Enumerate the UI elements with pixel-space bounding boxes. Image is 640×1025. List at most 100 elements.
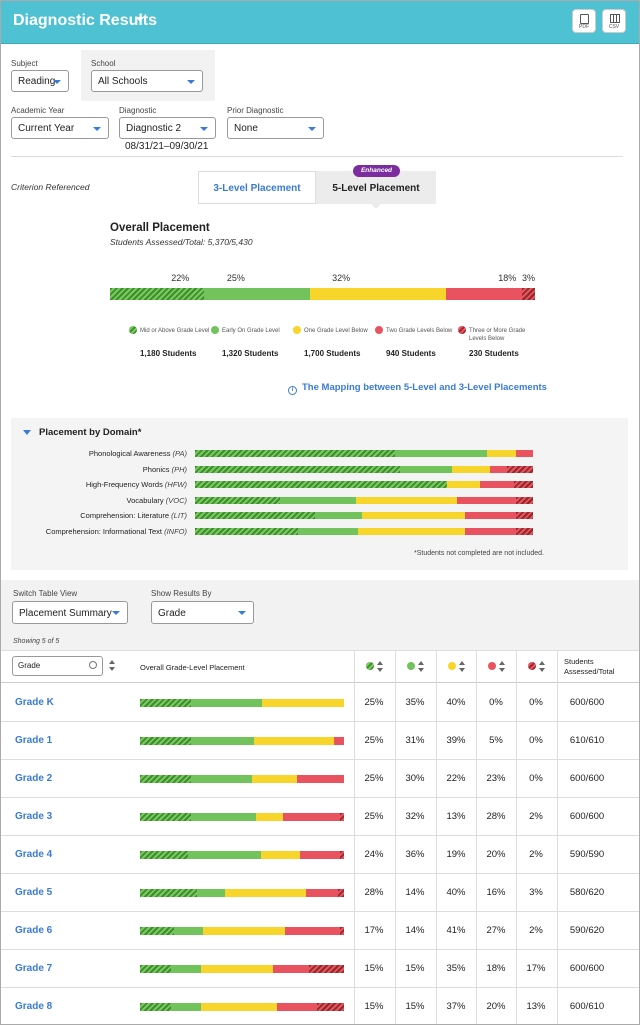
- percent-cell: 35%: [405, 697, 425, 708]
- mid-or-above-segment: [140, 737, 191, 745]
- percent-cell: 40%: [446, 887, 466, 898]
- percent-cell: 13%: [446, 811, 466, 822]
- grade-link[interactable]: Grade 1: [15, 735, 53, 746]
- mid-or-above-segment: [140, 851, 189, 859]
- column-level-icon: [407, 662, 415, 670]
- percent-cell: 0%: [529, 735, 543, 746]
- chevron-down-icon: [187, 80, 195, 84]
- grade-link[interactable]: Grade 2: [15, 773, 53, 784]
- percent-cell: 2%: [529, 849, 543, 860]
- table-row: Grade 1 25% 31% 39% 5% 0% 610/610: [0, 722, 640, 760]
- grade-placement-bar: [140, 851, 344, 859]
- domain-row-label: Comprehension: Informational Text (INFO): [11, 527, 187, 536]
- early-on-segment: [170, 1003, 202, 1011]
- percent-cell: 36%: [405, 849, 425, 860]
- one-below-segment: [357, 528, 465, 535]
- school-value: All Schools: [98, 76, 148, 87]
- grade-link[interactable]: Grade 3: [15, 811, 53, 822]
- tab-3-level-placement[interactable]: 3-Level Placement: [198, 171, 316, 204]
- domain-abbr: (PH): [171, 464, 187, 474]
- early-on-segment: [395, 450, 488, 457]
- subject-value: Reading: [18, 76, 56, 87]
- sort-grade-icon[interactable]: [109, 660, 115, 672]
- percent-cell: 22%: [446, 773, 466, 784]
- grade-link[interactable]: Grade 7: [15, 963, 53, 974]
- domain-name: Vocabulary: [126, 495, 164, 505]
- two-below-segment: [305, 889, 338, 897]
- chevron-down-icon: [200, 127, 208, 131]
- grade-placement-bar: [140, 813, 344, 821]
- prior-diagnostic-value: None: [234, 123, 258, 134]
- two-below-segment: [445, 288, 523, 300]
- grade-link[interactable]: Grade 4: [15, 849, 53, 860]
- domain-abbr: (VOC): [165, 495, 187, 505]
- sort-column-icon[interactable]: [539, 661, 545, 673]
- three-or-more-segment: [339, 927, 344, 935]
- collapse-caret-icon[interactable]: [23, 430, 31, 435]
- one-below-segment: [254, 737, 334, 745]
- prior-diagnostic-select[interactable]: None: [227, 117, 324, 139]
- sort-column-icon[interactable]: [499, 661, 505, 673]
- percent-cell: 18%: [486, 963, 506, 974]
- one-below-segment: [224, 889, 306, 897]
- academic-year-select[interactable]: Current Year: [11, 117, 109, 139]
- export-csv-button[interactable]: CSV: [602, 9, 626, 33]
- mid-or-above-segment: [110, 288, 204, 300]
- academic-year-label: Academic Year: [11, 106, 65, 115]
- show-results-by-label: Show Results By: [151, 589, 212, 598]
- two-below-segment: [456, 496, 517, 504]
- school-label: School: [91, 59, 116, 68]
- grade-search-input[interactable]: Grade: [12, 656, 103, 676]
- sort-column-icon[interactable]: [377, 661, 383, 673]
- table-row: Grade 7 15% 15% 35% 18% 17% 600/600: [0, 950, 640, 988]
- chevron-down-icon: [93, 127, 101, 131]
- legend-dot-icon: [458, 326, 466, 334]
- table-row: Grade 5 28% 14% 40% 16% 3% 580/620: [0, 874, 640, 912]
- chevron-down-icon: [308, 127, 316, 131]
- domain-name: Phonological Awareness: [88, 449, 171, 458]
- one-below-segment: [201, 965, 273, 973]
- students-assessed-cell: 600/600: [569, 773, 605, 784]
- show-results-by-select[interactable]: Grade: [151, 601, 254, 624]
- three-or-more-segment: [507, 465, 533, 473]
- percent-cell: 20%: [486, 1001, 506, 1012]
- column-divider: [354, 651, 355, 1025]
- sort-column-icon[interactable]: [418, 661, 424, 673]
- legend-student-count: 230 Students: [469, 349, 519, 358]
- percent-cell: 15%: [405, 963, 425, 974]
- column-divider: [395, 651, 396, 1025]
- pdf-icon: [580, 14, 589, 24]
- csv-label: CSV: [608, 24, 620, 30]
- grade-link[interactable]: Grade K: [15, 697, 54, 708]
- two-below-segment: [299, 851, 340, 859]
- percent-cell: 0%: [529, 697, 543, 708]
- overall-grade-level-header: Overall Grade-Level Placement: [140, 663, 245, 672]
- three-or-more-segment: [309, 965, 344, 973]
- percent-cell: 14%: [405, 887, 425, 898]
- grade-link[interactable]: Grade 6: [15, 925, 53, 936]
- mid-or-above-segment: [140, 1003, 171, 1011]
- grade-search-value: Grade: [18, 661, 41, 670]
- one-below-segment: [261, 851, 300, 859]
- early-on-segment: [203, 288, 310, 300]
- domain-placement-bar: [195, 496, 533, 504]
- school-select[interactable]: All Schools: [91, 70, 203, 92]
- one-below-segment: [201, 1003, 277, 1011]
- domain-abbr: (INFO): [164, 527, 187, 536]
- switch-table-view-select[interactable]: Placement Summary: [12, 601, 128, 624]
- one-below-segment: [361, 512, 465, 520]
- subject-select[interactable]: Reading: [11, 70, 69, 92]
- sort-column-icon[interactable]: [459, 661, 465, 673]
- title-chevron-down-icon[interactable]: [136, 17, 144, 22]
- grade-link[interactable]: Grade 5: [15, 887, 53, 898]
- switch-table-view-label: Switch Table View: [13, 589, 78, 598]
- diagnostic-select[interactable]: Diagnostic 2: [119, 117, 216, 139]
- tab-pointer: [370, 203, 382, 209]
- grade-link[interactable]: Grade 8: [15, 1001, 53, 1012]
- two-below-segment: [276, 1003, 318, 1011]
- legend-label: Three or More Grade Levels Below: [469, 328, 526, 342]
- page-title[interactable]: Diagnostic Results: [13, 12, 158, 29]
- export-pdf-button[interactable]: PDF: [572, 9, 596, 33]
- mapping-link[interactable]: i The Mapping between 5-Level and 3-Level…: [288, 382, 547, 395]
- placement-by-domain-title[interactable]: Placement by Domain*: [39, 427, 142, 438]
